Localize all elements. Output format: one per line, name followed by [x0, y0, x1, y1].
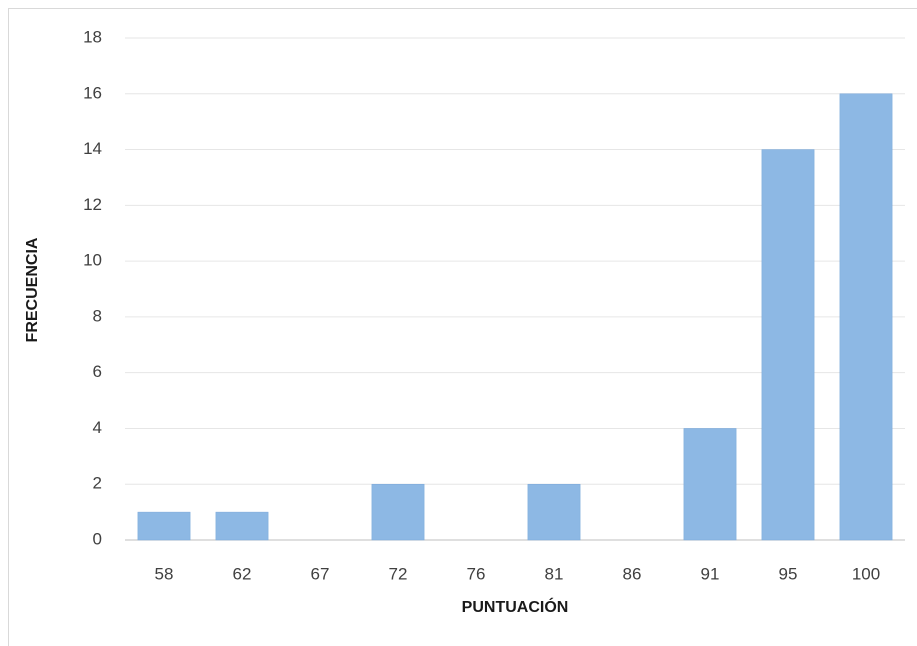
y-tick-label: 8	[93, 306, 102, 325]
y-tick-label: 6	[93, 362, 102, 381]
x-tick-label: 76	[467, 564, 486, 583]
x-tick-label: 62	[233, 564, 252, 583]
y-tick-label: 16	[83, 83, 102, 102]
bar	[683, 428, 737, 541]
y-tick-label: 2	[93, 474, 102, 493]
bar	[215, 511, 269, 541]
x-tick-label: 67	[311, 564, 330, 583]
x-tick-label: 58	[155, 564, 174, 583]
x-tick-label: 95	[779, 564, 798, 583]
x-tick-label: 100	[852, 564, 880, 583]
y-tick-label: 10	[83, 251, 102, 270]
bar	[527, 483, 581, 541]
bar	[839, 93, 893, 541]
y-tick-label: 18	[83, 27, 102, 46]
x-tick-label: 86	[623, 564, 642, 583]
x-tick-label: 91	[701, 564, 720, 583]
bar	[371, 483, 425, 541]
x-tick-label: 72	[389, 564, 408, 583]
bar	[761, 149, 815, 541]
y-tick-label: 14	[83, 139, 102, 158]
y-tick-label: 0	[93, 529, 102, 548]
x-tick-label: 81	[545, 564, 564, 583]
chart-border	[8, 8, 917, 646]
y-tick-label: 4	[93, 418, 102, 437]
y-tick-label: 12	[83, 195, 102, 214]
y-axis-title: FRECUENCIA	[24, 237, 41, 342]
bar	[137, 511, 191, 541]
x-axis-title: PUNTUACIÓN	[462, 597, 569, 616]
